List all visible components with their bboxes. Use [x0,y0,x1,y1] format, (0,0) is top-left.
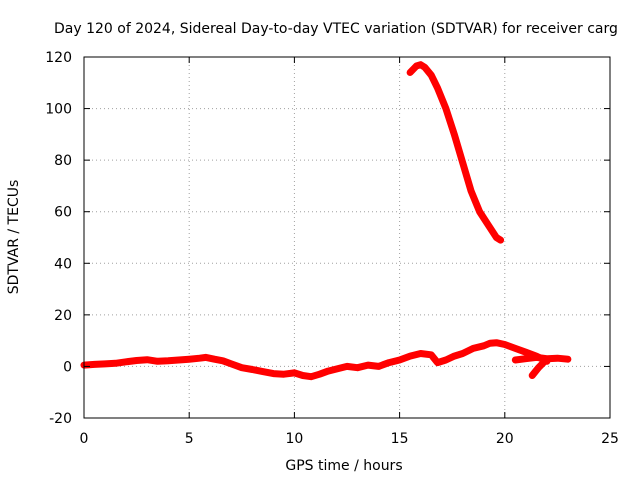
y-axis-label: SDTVAR / TECUs [6,180,22,295]
tick-layer [83,56,611,419]
y-tick-label: 0 [63,359,72,375]
y-tick-label: 100 [45,102,72,118]
series-line [80,339,551,381]
y-tick-label: 20 [54,308,72,324]
series-layer [80,61,572,381]
chart-title: Day 120 of 2024, Sidereal Day-to-day VTE… [54,21,618,37]
series-line [511,353,572,364]
x-tick-label: 10 [285,431,303,447]
y-tick-label: 40 [54,256,72,272]
series-line [528,357,549,379]
x-tick-label: 5 [185,431,194,447]
y-tick-label: 120 [45,50,72,66]
x-tick-label: 15 [391,431,409,447]
y-tick-label: 80 [54,153,72,169]
x-tick-label: 0 [80,431,89,447]
label-layer: 0 5 10 15 20 25 -20 0 20 40 60 80 100 120 [45,50,619,447]
series-line [406,61,505,244]
plot-frame [83,56,611,419]
x-tick-label: 25 [601,431,619,447]
y-tick-label: 60 [54,205,72,221]
y-tick-label: -20 [49,411,72,427]
x-axis-label: GPS time / hours [285,458,402,474]
x-tick-label: 20 [496,431,514,447]
